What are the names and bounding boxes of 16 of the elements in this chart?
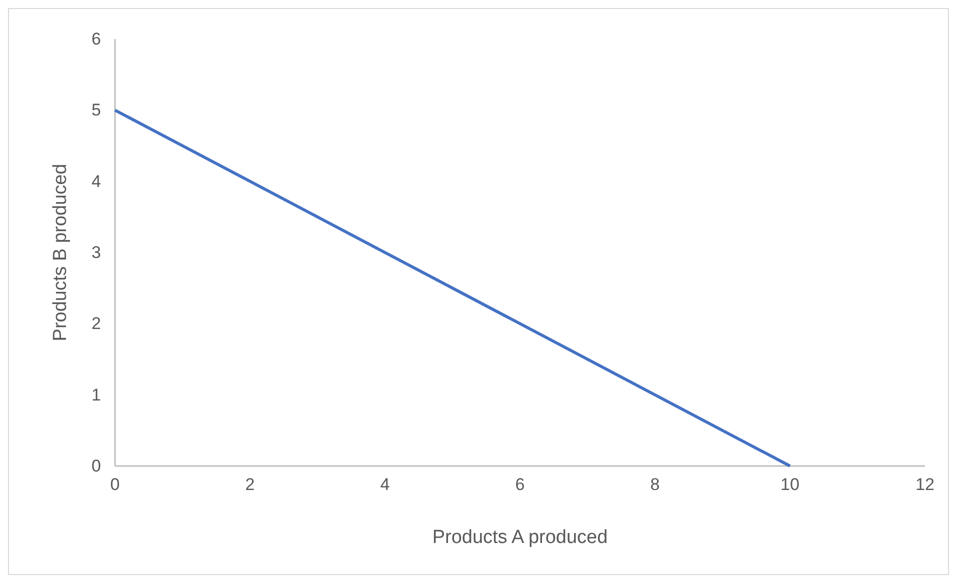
x-tick-label: 12 bbox=[916, 475, 934, 494]
x-tick-label: 6 bbox=[515, 475, 525, 494]
x-tick-label: 4 bbox=[380, 475, 390, 494]
x-tick-label: 0 bbox=[110, 475, 120, 494]
y-tick-label: 2 bbox=[92, 314, 101, 334]
x-axis-title: Products A produced bbox=[432, 527, 608, 548]
x-tick-label: 8 bbox=[650, 475, 660, 494]
y-tick-label: 4 bbox=[92, 172, 101, 191]
x-tick-label: 2 bbox=[245, 475, 255, 494]
y-tick-label: 6 bbox=[92, 29, 101, 48]
y-tick-label: 3 bbox=[92, 242, 101, 262]
y-tick-label: 1 bbox=[92, 385, 101, 404]
y-tick-label: 5 bbox=[92, 100, 101, 120]
x-tick-label: 10 bbox=[780, 475, 800, 494]
y-axis-title: Products B produced bbox=[50, 164, 71, 342]
y-tick-label: 0 bbox=[92, 456, 101, 476]
